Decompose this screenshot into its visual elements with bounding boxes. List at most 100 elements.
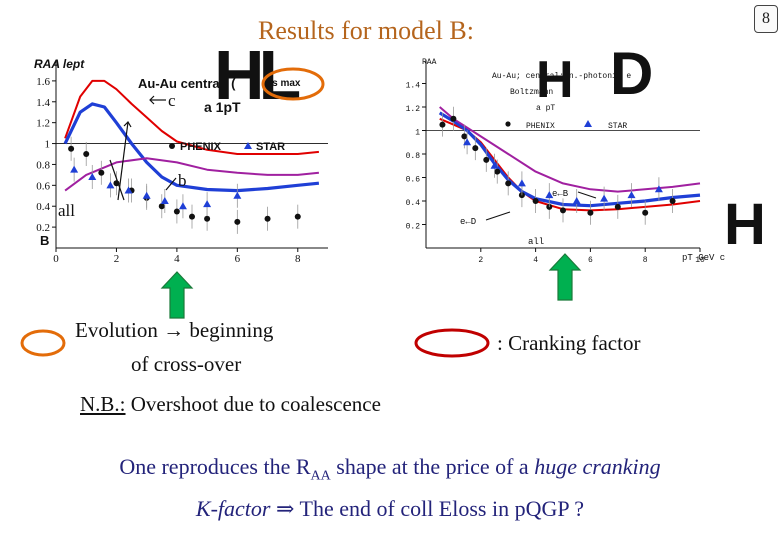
right-legend-line-1: Au-Au; central; n.-photonic e: [492, 72, 631, 81]
left-legend-star-label: STAR: [256, 141, 285, 153]
conclusion-italic: K-factor: [195, 496, 271, 522]
right-annotation-arrows: [485, 191, 597, 221]
left-legend-title: Au-Au central; (: [138, 76, 236, 91]
left-point-phenix: [264, 215, 271, 222]
right-series-red: [439, 117, 701, 212]
right-point-star: [572, 197, 581, 204]
left-point-phenix: [189, 213, 195, 220]
page-title: Results for model B:: [258, 16, 474, 45]
conclusion-subscript: AA: [310, 468, 331, 484]
right-point-phenix: [494, 168, 501, 175]
right-point-phenix: [483, 156, 490, 163]
left-point-phenix: [173, 208, 180, 215]
right-annotation-eb: e←B: [552, 189, 569, 199]
right-point-star: [463, 138, 472, 146]
right-y-tick-label: 1.4: [406, 82, 421, 91]
right-point-star: [517, 179, 526, 187]
left-chart-markers: [68, 136, 301, 234]
right-chart-series: [438, 106, 701, 212]
left-point-star: [178, 202, 187, 210]
right-point-phenix: [642, 209, 649, 216]
left-legend-subtitle: a 1pT: [204, 99, 241, 115]
left-point-star: [88, 172, 97, 180]
left-x-tick-label: 6: [235, 253, 241, 265]
green-arrow-left: [160, 271, 194, 319]
left-legend-star: STAR: [244, 141, 285, 153]
right-point-phenix: [532, 198, 539, 204]
right-annotation-ed: e←D: [460, 217, 476, 227]
right-legend-star-label: STAR: [608, 122, 627, 131]
left-legend-phenix-label: PHENIX: [180, 141, 222, 153]
orange-ellipse-key: [20, 329, 66, 357]
left-point-star: [160, 197, 169, 204]
right-y-tick-label: 0.2: [406, 223, 421, 232]
page-number: 8: [754, 5, 778, 33]
right-series-purple: [439, 106, 701, 193]
left-y-tick-label: 0.2: [36, 222, 50, 234]
left-x-tick-label: 2: [114, 253, 120, 265]
left-annotation-b: b: [178, 171, 187, 190]
right-legend-line-3: a pT: [536, 104, 555, 113]
evolution-note-line1: Evolution → beginning: [75, 318, 274, 342]
conclusion-italic: huge cranking: [534, 454, 661, 479]
right-point-phenix: [669, 198, 676, 204]
left-chart-frame: [55, 60, 328, 249]
left-model-label: B: [40, 233, 49, 248]
right-legend-phenix-label: PHENIX: [526, 122, 555, 131]
nb-note-text: Overshoot due to coalescence: [125, 392, 381, 416]
overlay-glyph-right-d: D: [610, 40, 654, 107]
left-point-star: [233, 191, 242, 199]
left-point-phenix: [68, 145, 75, 152]
right-point-phenix: [461, 133, 468, 140]
left-y-tick-label: 1.6: [36, 76, 50, 88]
cranking-factor-note: : Cranking factor: [497, 331, 641, 355]
conclusion-text: One reproduces the RAA shape at the pric…: [0, 450, 780, 525]
left-y-axis-label: RAA lept: [34, 57, 85, 71]
right-x-axis-label: pT GeV c: [682, 253, 725, 263]
left-point-phenix: [83, 151, 90, 157]
right-y-tick-label: 1: [415, 129, 420, 138]
right-y-tick-label: 1.2: [406, 105, 421, 114]
left-y-tick-label: 0.6: [36, 180, 50, 192]
evolution-note-line2: of cross-over: [131, 352, 242, 376]
right-point-phenix: [472, 145, 479, 152]
right-point-phenix: [439, 121, 446, 128]
right-y-tick-label: 0.4: [406, 199, 421, 208]
right-point-phenix: [450, 115, 457, 122]
left-chart: 0 2 4 6 8 0.2 0.4 0.6 0.8 1 1.2 1.4 1.6 RAA lept B A…: [34, 57, 328, 265]
conclusion-line-2: K-factor ⇒ The end of coll Eloss in pQGP…: [0, 492, 780, 525]
right-point-phenix: [587, 209, 594, 216]
right-x-tick-label: 8: [643, 256, 648, 265]
left-point-star: [124, 186, 133, 194]
left-point-phenix: [234, 218, 241, 225]
right-x-tick-label: 4: [533, 256, 538, 265]
red-ellipse-key: [414, 328, 490, 358]
left-series-red: [64, 79, 319, 155]
left-y-tick-label: 0.4: [36, 201, 50, 213]
left-x-tick-label: 8: [295, 253, 301, 265]
left-point-star: [70, 165, 79, 173]
conclusion-text-part: shape at the price of a: [330, 454, 535, 479]
left-point-phenix: [158, 203, 165, 210]
left-x-tick-label: 4: [174, 253, 180, 265]
right-legend-line-2: Boltzmann: [510, 88, 553, 97]
right-x-tick-label: 6: [588, 256, 593, 265]
overlay-glyph-right-h: H: [536, 51, 574, 109]
right-series-blue: [438, 111, 701, 208]
overlay-glyph-edge-h: H: [724, 192, 766, 257]
right-y-tick-label: 0.8: [406, 152, 421, 161]
right-y-tick-label: 0.6: [406, 176, 421, 185]
right-annotation-all: all: [528, 237, 544, 247]
right-x-tick-label: 10: [695, 256, 705, 265]
conclusion-text-part: One reproduces the R: [119, 454, 311, 479]
left-legend-overlay: ns max: [266, 78, 301, 89]
left-legend-ellipse: [261, 67, 325, 101]
left-annotation-c: c: [168, 91, 176, 110]
right-chart-ticks: 2 4 6 8 10 0.2 0.4 0.6 0.8 1 1.2 1.4: [406, 82, 705, 266]
right-point-phenix: [505, 180, 512, 187]
conclusion-text-part: ⇒ The end of coll Eloss in pQGP ?: [270, 496, 585, 522]
right-point-phenix: [614, 203, 621, 210]
right-point-star: [627, 191, 636, 199]
right-point-phenix: [560, 207, 566, 214]
left-point-phenix: [204, 215, 211, 222]
